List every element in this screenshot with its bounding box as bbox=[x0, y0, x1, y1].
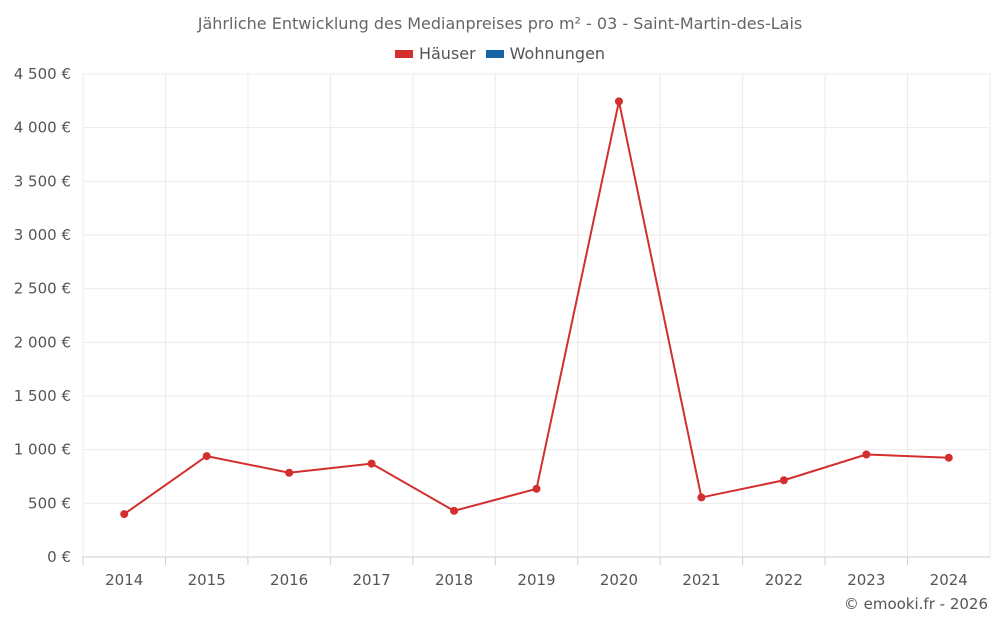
data-point-haeuser bbox=[285, 468, 294, 477]
data-point-haeuser bbox=[862, 450, 871, 459]
x-tick-label: 2023 bbox=[847, 571, 885, 589]
x-tick-label: 2024 bbox=[930, 571, 968, 589]
x-tick-label: 2022 bbox=[765, 571, 803, 589]
x-tick-label: 2016 bbox=[270, 571, 308, 589]
chart-title: Jährliche Entwicklung des Medianpreises … bbox=[197, 14, 803, 33]
credit: © emooki.fr - 2026 bbox=[843, 595, 988, 613]
x-tick-label: 2018 bbox=[435, 571, 473, 589]
x-tick-label: 2014 bbox=[105, 571, 143, 589]
data-point-haeuser bbox=[532, 484, 541, 493]
y-tick-label: 500 € bbox=[28, 494, 71, 512]
data-point-haeuser bbox=[120, 510, 129, 519]
data-point-haeuser bbox=[779, 476, 788, 485]
x-tick-label: 2020 bbox=[600, 571, 638, 589]
y-tick-label: 3 500 € bbox=[14, 172, 71, 190]
data-point-haeuser bbox=[697, 493, 706, 502]
legend-label-wohnungen: Wohnungen bbox=[509, 44, 606, 63]
y-tick-label: 4 000 € bbox=[14, 119, 71, 137]
x-tick-label: 2017 bbox=[352, 571, 390, 589]
legend-item-wohnungen[interactable]: Wohnungen bbox=[485, 44, 606, 63]
y-tick-label: 1 000 € bbox=[14, 441, 71, 459]
y-tick-label: 2 000 € bbox=[14, 333, 71, 351]
data-point-haeuser bbox=[202, 452, 211, 461]
data-point-haeuser bbox=[944, 453, 953, 462]
data-point-haeuser bbox=[614, 97, 623, 106]
legend-item-haeuser[interactable]: Häuser bbox=[394, 44, 476, 63]
legend-label-haeuser: Häuser bbox=[418, 44, 476, 63]
y-tick-label: 3 000 € bbox=[14, 226, 71, 244]
x-tick-label: 2015 bbox=[188, 571, 226, 589]
x-tick-label: 2021 bbox=[682, 571, 720, 589]
legend-swatch-haeuser bbox=[394, 49, 413, 58]
y-tick-label: 2 500 € bbox=[14, 280, 71, 298]
y-tick-label: 0 € bbox=[47, 548, 71, 566]
y-tick-label: 4 500 € bbox=[14, 65, 71, 83]
data-point-haeuser bbox=[450, 506, 459, 515]
legend: Häuser Wohnungen bbox=[0, 44, 1000, 63]
x-tick-label: 2019 bbox=[517, 571, 555, 589]
y-tick-label: 1 500 € bbox=[14, 387, 71, 405]
data-point-haeuser bbox=[367, 459, 376, 468]
legend-swatch-wohnungen bbox=[485, 49, 504, 58]
